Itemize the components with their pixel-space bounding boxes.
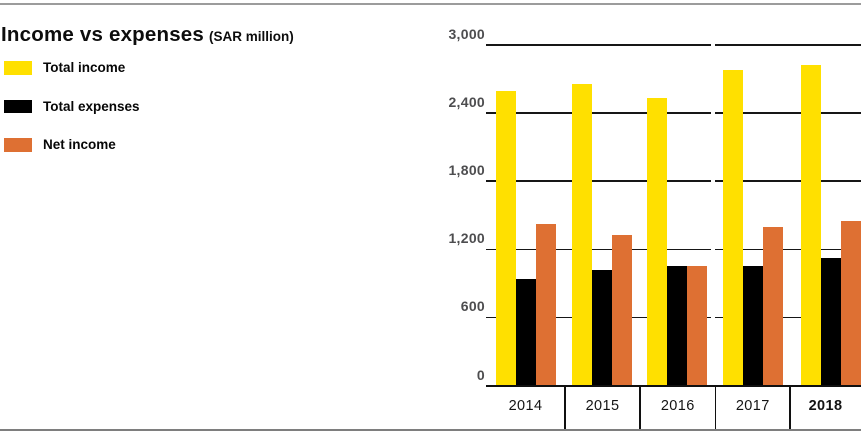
- bar-net-income-2017: [763, 226, 783, 386]
- y-axis-tick-label-0: 0: [476, 366, 485, 383]
- legend-item-total-income: Total income: [4, 61, 140, 75]
- legend-swatch-total-income: [4, 61, 32, 75]
- legend-swatch-net-income: [4, 138, 32, 152]
- gridline-1,800-right: [715, 180, 861, 182]
- y-axis-tick-label-3,000: 3,000: [448, 26, 485, 42]
- x-axis-label-2014: 2014: [508, 397, 543, 414]
- gridline-1,800-left: [486, 180, 711, 182]
- bar-total-expenses-2016: [667, 266, 687, 386]
- x-axis-label-2018: 2018: [808, 397, 843, 414]
- x-axis-separator: [789, 386, 791, 429]
- top-divider-rule: [0, 3, 861, 5]
- x-axis-label-2017: 2017: [735, 397, 770, 414]
- x-axis-label-2015: 2015: [585, 397, 620, 414]
- gridline-1,200-right: [715, 248, 861, 251]
- plot-area: [486, 44, 861, 386]
- x-axis-separator: [714, 386, 717, 429]
- gridline-600-right: [715, 316, 861, 319]
- bar-net-income-2016: [687, 266, 707, 386]
- bar-total-income-2017: [723, 70, 743, 386]
- legend-swatch-total-expenses: [4, 99, 32, 113]
- legend-label-net-income: Net income: [43, 137, 116, 152]
- bar-total-expenses-2018: [820, 258, 841, 386]
- y-axis-tick-label-1,800: 1,800: [448, 162, 485, 179]
- y-axis-tick-label-2,400: 2,400: [448, 94, 485, 111]
- bar-total-expenses-2014: [516, 279, 536, 386]
- gridline-3,000-right: [715, 44, 861, 46]
- bar-total-income-2016: [647, 97, 667, 386]
- legend-item-net-income: Net income: [4, 138, 140, 152]
- gridline-1,200-left: [486, 248, 711, 251]
- bar-net-income-2014: [536, 223, 556, 386]
- gridline-2,400-left: [486, 112, 711, 114]
- x-axis-separator: [564, 386, 566, 429]
- chart-legend: Total income Total expenses Net income: [4, 61, 140, 177]
- bar-total-expenses-2015: [591, 269, 612, 386]
- x-axis-label-row: 2014 2015 2016 2017 2018: [486, 386, 861, 429]
- bar-total-income-2018: [800, 64, 821, 386]
- bar-total-income-2015: [571, 83, 592, 386]
- chart-title: Income vs expenses: [1, 23, 205, 46]
- x-axis-label-2016: 2016: [660, 397, 695, 414]
- legend-item-total-expenses: Total expenses: [4, 98, 140, 114]
- gridline-3,000-left: [486, 44, 711, 46]
- bar-total-income-2014: [496, 90, 516, 386]
- legend-label-total-expenses: Total expenses: [43, 98, 140, 114]
- x-axis-baseline: [486, 384, 861, 387]
- bar-net-income-2015: [611, 235, 632, 386]
- gridline-2,400-right: [715, 112, 861, 114]
- y-axis-tick-label-600: 600: [460, 298, 485, 315]
- x-axis-separator: [639, 386, 641, 429]
- chart-header: Income vs expenses (SAR million): [1, 23, 294, 47]
- chart-unit-label: (SAR million): [209, 29, 294, 44]
- y-axis-tick-label-1,200: 1,200: [448, 230, 485, 247]
- bottom-divider-rule: [0, 428, 861, 431]
- bar-net-income-2018: [840, 221, 861, 386]
- bar-total-expenses-2017: [743, 266, 763, 386]
- legend-label-total-income: Total income: [43, 60, 126, 75]
